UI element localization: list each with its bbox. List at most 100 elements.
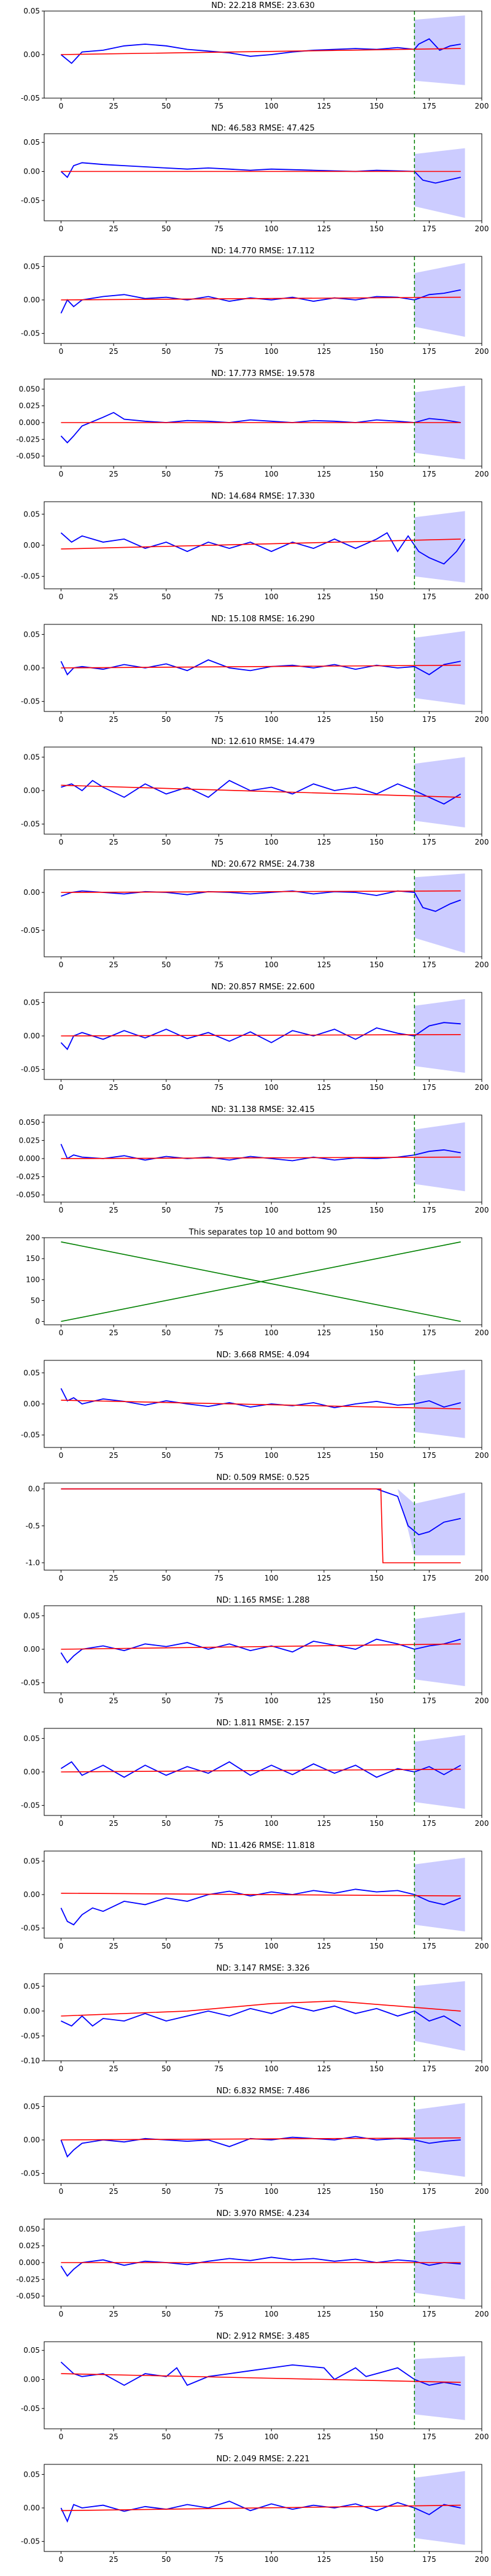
y-tick-label: 0.00 (23, 664, 40, 672)
x-tick-label: 25 (109, 1451, 118, 1460)
subplot-title: ND: 14.770 RMSE: 17.112 (211, 247, 315, 256)
x-tick-label: 0 (59, 715, 64, 724)
axes-frame (44, 1973, 482, 2061)
x-tick-label: 175 (422, 2432, 436, 2441)
x-tick-label: 75 (214, 1083, 223, 1092)
x-tick-label: 200 (475, 1328, 489, 1337)
x-tick-label: 200 (475, 715, 489, 724)
y-tick-label: -0.05 (21, 2404, 40, 2413)
x-tick-label: 0 (59, 1206, 64, 1214)
x-tick-label: 150 (369, 1942, 384, 1950)
x-tick-label: 100 (265, 1819, 279, 1828)
y-tick-label: 0.050 (19, 385, 40, 393)
x-tick-label: 25 (109, 224, 118, 233)
subplot-title: ND: 2.912 RMSE: 3.485 (216, 2332, 309, 2341)
blue-line (60, 1022, 461, 1051)
plot-area (60, 624, 465, 711)
x-tick-label: 100 (265, 1451, 279, 1460)
red-line (61, 1034, 461, 1037)
x-tick-label: 50 (161, 1328, 171, 1337)
x-tick-label: 75 (214, 592, 223, 601)
y-tick-label: 0.00 (23, 296, 40, 304)
subplot-title: ND: 11.426 RMSE: 11.818 (211, 1841, 315, 1850)
x-tick-label: 125 (317, 1206, 331, 1214)
subplot-title: ND: 12.610 RMSE: 14.479 (211, 737, 315, 746)
y-tick-label: -0.05 (21, 2169, 40, 2178)
x-tick-label: 175 (422, 1574, 436, 1582)
plot-area (60, 256, 465, 343)
x-tick-label: 100 (265, 1696, 279, 1705)
y-tick-label: 0.05 (23, 2346, 40, 2355)
x-tick-label: 200 (475, 1451, 489, 1460)
y-tick-label: 0.05 (23, 753, 40, 761)
x-tick-label: 100 (265, 592, 279, 601)
x-tick-label: 50 (161, 1206, 171, 1214)
x-tick-label: 125 (317, 838, 331, 846)
x-tick-label: 50 (161, 715, 171, 724)
y-tick-label: 0.00 (23, 888, 40, 897)
subplot-title: ND: 17.773 RMSE: 19.578 (211, 369, 315, 378)
y-tick-label: -0.05 (21, 94, 40, 102)
x-tick-label: 50 (161, 838, 171, 846)
x-tick-label: 125 (317, 2064, 331, 2073)
y-tick-label: 0.05 (23, 1982, 40, 1990)
x-tick-label: 100 (265, 347, 279, 356)
blue-line (60, 1888, 462, 1926)
red-line (61, 1156, 461, 1159)
y-tick-label: 0.050 (19, 2225, 40, 2233)
x-tick-label: 125 (317, 592, 331, 601)
blue-line (61, 2005, 462, 2027)
plot-area (60, 502, 466, 589)
subplot-title: ND: 2.049 RMSE: 2.221 (216, 2455, 309, 2464)
x-tick-label: 0 (59, 1328, 64, 1337)
x-tick-label: 50 (161, 1083, 171, 1092)
subplot-title: ND: 3.147 RMSE: 3.326 (216, 1964, 309, 1973)
x-tick-label: 175 (422, 224, 436, 233)
x-tick-label: 175 (422, 347, 436, 356)
y-tick-label: -0.05 (21, 926, 40, 935)
x-tick-label: 175 (422, 2310, 436, 2318)
x-tick-label: 125 (317, 1942, 331, 1950)
x-tick-label: 125 (317, 347, 331, 356)
y-tick-label: 0.05 (23, 2470, 40, 2478)
x-tick-label: 50 (161, 2187, 171, 2196)
confidence-band (414, 1612, 465, 1687)
x-tick-label: 0 (59, 470, 64, 478)
y-tick-label: 0.000 (19, 2258, 40, 2267)
x-tick-label: 75 (214, 1942, 223, 1950)
confidence-band (414, 2103, 465, 2177)
blue-line (60, 2361, 461, 2386)
x-tick-label: 25 (109, 1328, 118, 1337)
red-line (61, 1400, 461, 1409)
x-tick-label: 125 (317, 1696, 331, 1705)
x-tick-label: 25 (109, 1696, 118, 1705)
subplot-7: ND: 12.610 RMSE: 14.479 0 25 50 75 100 125 150 1… (21, 737, 489, 846)
x-tick-label: 75 (214, 2310, 223, 2318)
x-tick-label: 25 (109, 1083, 118, 1092)
subplot-6: ND: 15.108 RMSE: 16.290 0 25 50 75 100 125 150 1… (21, 615, 489, 724)
x-tick-label: 175 (422, 838, 436, 846)
y-tick-label: 0.05 (23, 1368, 40, 1377)
y-tick-label: 0.00 (23, 2375, 40, 2384)
x-tick-label: 200 (475, 2187, 489, 2196)
subplot-2: ND: 46.583 RMSE: 47.425 0 25 50 75 100 125 150 1… (21, 124, 489, 233)
y-tick-label: 0.05 (23, 630, 40, 638)
red-line (61, 48, 461, 55)
y-tick-label: 0.00 (23, 1768, 40, 1776)
x-tick-label: 125 (317, 1819, 331, 1828)
y-tick-label: 0.05 (23, 1611, 40, 1620)
x-tick-label: 175 (422, 102, 436, 110)
x-tick-label: 75 (214, 715, 223, 724)
x-tick-label: 50 (161, 592, 171, 601)
x-tick-label: 200 (475, 224, 489, 233)
x-tick-label: 150 (369, 102, 384, 110)
y-tick-label: -0.050 (16, 2292, 40, 2301)
x-tick-label: 75 (214, 2064, 223, 2073)
plot-area (60, 1360, 465, 1447)
x-tick-label: 25 (109, 838, 118, 846)
confidence-band (414, 511, 465, 583)
confidence-band (397, 1489, 465, 1555)
subplot-title: ND: 1.811 RMSE: 2.157 (216, 1719, 309, 1728)
green-line (61, 1241, 461, 1322)
x-tick-label: 100 (265, 1328, 279, 1337)
